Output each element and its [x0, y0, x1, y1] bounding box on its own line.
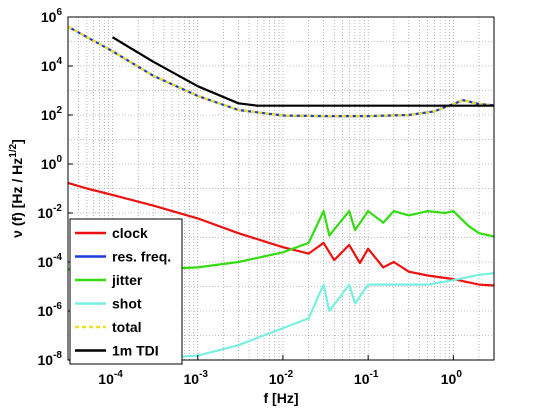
series-layer [67, 25, 495, 362]
y-tick-label: 10-4 [38, 252, 63, 270]
legend-label: total [112, 319, 142, 335]
legend-label: res. freq. [112, 249, 171, 265]
legend-label: 1m TDI [112, 343, 159, 359]
series-line-1m-tdi [111, 36, 494, 107]
y-tick-exp: -6 [53, 301, 62, 312]
y-tick-base: 10 [41, 9, 57, 25]
y-tick-base: 10 [41, 156, 57, 172]
y-tick-label: 102 [41, 105, 63, 123]
x-axis-label: f [Hz] [264, 390, 299, 406]
y-tick-label: 10-8 [38, 350, 63, 368]
legend-box [69, 218, 183, 365]
y-tick-label: 10-6 [38, 301, 63, 319]
x-tick-base: 10 [98, 371, 114, 387]
plot-frame [67, 16, 495, 361]
x-tick-exp: -3 [199, 369, 208, 380]
x-tick-base: 10 [441, 371, 457, 387]
y-tick-base: 10 [41, 58, 57, 74]
y-tick-exp: -4 [53, 252, 62, 263]
y-tick-exp: 0 [56, 154, 62, 165]
y-tick-label: 100 [41, 154, 63, 172]
x-tick-base: 10 [269, 371, 285, 387]
legend: clock res. freq. jitter shot total 1m TDI [69, 218, 183, 365]
y-tick-base: 10 [41, 107, 57, 123]
x-tick-base: 10 [184, 371, 200, 387]
x-tick-exp: -1 [369, 369, 378, 380]
x-tick-exp: 0 [456, 369, 462, 380]
y-tick-exp: 2 [56, 105, 62, 116]
x-tick-label: 10-2 [269, 369, 294, 387]
y-tick-exp: 6 [56, 7, 62, 18]
y-tick-base: 10 [38, 254, 54, 270]
ticks: 10-4 10-3 10-2 10-1 10010610410210010-210-41… [38, 7, 463, 387]
y-axis-label-end: ] [9, 139, 25, 144]
x-tick-label: 100 [441, 369, 463, 387]
series-line-total [67, 25, 495, 118]
y-axis-label-sup: 1/2 [8, 143, 19, 157]
series-line-clock [67, 181, 495, 287]
x-tick-label: 10-4 [98, 369, 123, 387]
grid [67, 17, 495, 360]
x-tick-label: 10-1 [354, 369, 379, 387]
x-tick-exp: -4 [114, 369, 123, 380]
y-tick-base: 10 [38, 303, 54, 319]
x-tick-exp: -2 [284, 369, 293, 380]
legend-label: jitter [111, 272, 143, 288]
y-tick-base: 10 [38, 205, 54, 221]
series-line-res-freq- [67, 25, 495, 118]
legend-label: clock [112, 225, 148, 241]
y-tick-exp: 4 [56, 56, 62, 67]
series-line-jitter [68, 210, 495, 271]
y-tick-label: 10-2 [38, 203, 63, 221]
y-tick-label: 104 [41, 56, 63, 74]
series-line-shot [67, 272, 495, 362]
y-tick-base: 10 [38, 352, 54, 368]
y-tick-exp: -8 [53, 350, 62, 361]
y-axis-label-main: ν (f) [Hz / Hz [9, 158, 25, 238]
y-tick-exp: -2 [53, 203, 62, 214]
x-tick-label: 10-3 [184, 369, 209, 387]
y-axis-label: ν (f) [Hz / Hz1/2] [8, 139, 25, 238]
x-tick-base: 10 [354, 371, 370, 387]
y-tick-label: 106 [41, 7, 63, 25]
legend-label: shot [112, 296, 142, 312]
